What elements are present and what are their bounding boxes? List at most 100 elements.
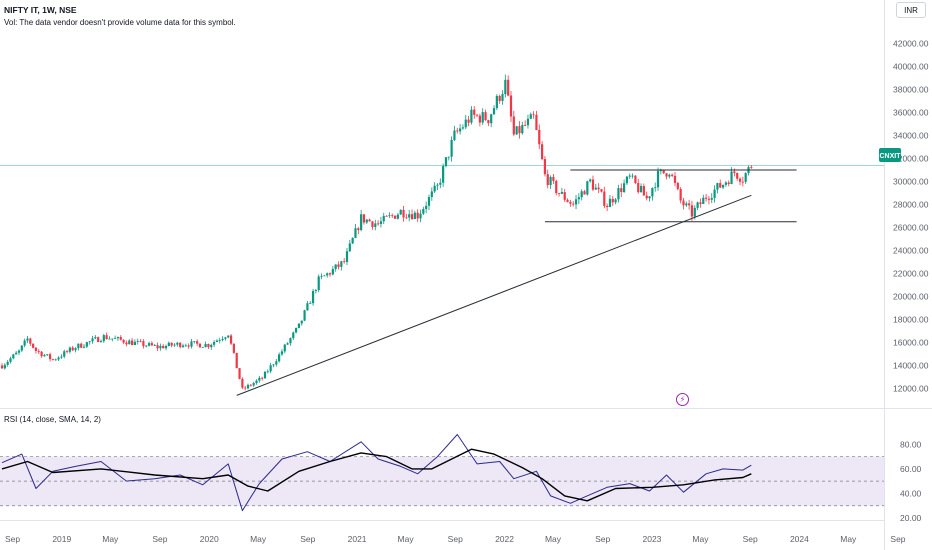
candle-up[interactable] <box>526 114 530 129</box>
candle-down[interactable] <box>232 343 235 354</box>
candle-down[interactable] <box>637 178 640 194</box>
candle-up[interactable] <box>365 218 368 224</box>
candle-down[interactable] <box>142 339 145 349</box>
candle-up[interactable] <box>15 350 18 355</box>
candle-up[interactable] <box>442 163 445 187</box>
candle-up[interactable] <box>23 338 26 348</box>
candle-down[interactable] <box>97 336 100 343</box>
candle-down[interactable] <box>546 169 549 189</box>
candle-up[interactable] <box>258 375 261 383</box>
candle-up[interactable] <box>266 369 269 374</box>
candle-up[interactable] <box>204 341 207 348</box>
candle-down[interactable] <box>125 340 128 347</box>
candle-down[interactable] <box>507 75 510 97</box>
candle-down[interactable] <box>37 349 40 355</box>
candle-up[interactable] <box>470 106 473 125</box>
candle-down[interactable] <box>645 191 648 201</box>
candle-down[interactable] <box>156 342 159 351</box>
candle-down[interactable] <box>569 199 572 207</box>
candle-up[interactable] <box>453 125 456 142</box>
candle-down[interactable] <box>139 338 142 343</box>
candle-up[interactable] <box>317 274 320 293</box>
candle-down[interactable] <box>583 189 586 195</box>
candle-up[interactable] <box>447 156 450 161</box>
candle-down[interactable] <box>410 209 414 221</box>
candle-down[interactable] <box>719 179 722 188</box>
candle-up[interactable] <box>46 354 49 357</box>
candle-up[interactable] <box>54 358 57 361</box>
candle-up[interactable] <box>427 194 431 211</box>
candle-down[interactable] <box>484 109 487 121</box>
candle-up[interactable] <box>490 113 493 128</box>
candle-up[interactable] <box>292 331 295 341</box>
candle-down[interactable] <box>71 345 74 352</box>
symbol-title[interactable]: NIFTY IT, 1W, NSE <box>4 5 77 15</box>
drawn-lines[interactable] <box>236 169 797 396</box>
candle-up[interactable] <box>379 216 383 228</box>
candle-down[interactable] <box>196 339 199 347</box>
candle-up[interactable] <box>326 272 329 278</box>
candle-up[interactable] <box>3 363 6 370</box>
candle-up[interactable] <box>68 346 71 354</box>
candle-up[interactable] <box>159 343 162 351</box>
candle-up[interactable] <box>306 300 309 311</box>
candle-up[interactable] <box>314 288 317 294</box>
candle-down[interactable] <box>555 179 558 196</box>
candle-down[interactable] <box>187 343 190 349</box>
candle-down[interactable] <box>597 183 600 194</box>
candle-down[interactable] <box>229 334 233 345</box>
candle-up[interactable] <box>422 206 425 216</box>
candle-up[interactable] <box>481 108 484 125</box>
candle-up[interactable] <box>594 183 597 190</box>
candle-up[interactable] <box>85 341 88 348</box>
candle-down[interactable] <box>543 156 547 177</box>
candle-down[interactable] <box>478 113 481 127</box>
candle-up[interactable] <box>721 184 725 190</box>
candle-up[interactable] <box>17 349 21 356</box>
candle-down[interactable] <box>337 261 340 270</box>
candle-down[interactable] <box>65 349 69 354</box>
candle-down[interactable] <box>405 213 408 220</box>
candle-down[interactable] <box>591 175 595 192</box>
candle-down[interactable] <box>105 332 108 340</box>
candle-up[interactable] <box>382 212 385 225</box>
candle-up[interactable] <box>283 343 286 354</box>
candle-up[interactable] <box>710 193 713 204</box>
candle-up[interactable] <box>145 345 148 348</box>
candle-up[interactable] <box>374 219 377 231</box>
candle-up[interactable] <box>294 327 298 334</box>
candle-down[interactable] <box>750 164 753 169</box>
candle-down[interactable] <box>198 343 202 348</box>
candle-down[interactable] <box>671 173 674 178</box>
candle-down[interactable] <box>727 180 730 187</box>
candles[interactable] <box>0 74 753 391</box>
candle-up[interactable] <box>504 74 507 98</box>
candle-up[interactable] <box>212 340 216 347</box>
candle-up[interactable] <box>617 184 620 203</box>
candle-up[interactable] <box>492 105 496 115</box>
candle-up[interactable] <box>255 379 258 385</box>
candle-down[interactable] <box>498 94 501 104</box>
candle-up[interactable] <box>193 341 196 344</box>
candle-up[interactable] <box>408 209 411 222</box>
candle-up[interactable] <box>77 343 80 351</box>
candle-down[interactable] <box>699 198 702 208</box>
candle-down[interactable] <box>467 115 470 127</box>
candle-down[interactable] <box>207 343 210 349</box>
candle-down[interactable] <box>130 338 134 346</box>
candle-down[interactable] <box>402 205 405 222</box>
candle-down[interactable] <box>566 198 569 203</box>
candle-up[interactable] <box>716 182 719 194</box>
candle-down[interactable] <box>524 120 527 127</box>
candle-up[interactable] <box>221 336 224 342</box>
candle-up[interactable] <box>9 356 12 364</box>
candle-up[interactable] <box>269 363 272 374</box>
candle-up[interactable] <box>88 340 91 345</box>
candle-up[interactable] <box>334 264 337 272</box>
candle-down[interactable] <box>162 344 165 349</box>
candle-down[interactable] <box>34 346 38 354</box>
candle-up[interactable] <box>181 343 185 348</box>
candle-up[interactable] <box>176 341 179 347</box>
candle-down[interactable] <box>391 213 394 218</box>
candle-up[interactable] <box>461 124 465 130</box>
